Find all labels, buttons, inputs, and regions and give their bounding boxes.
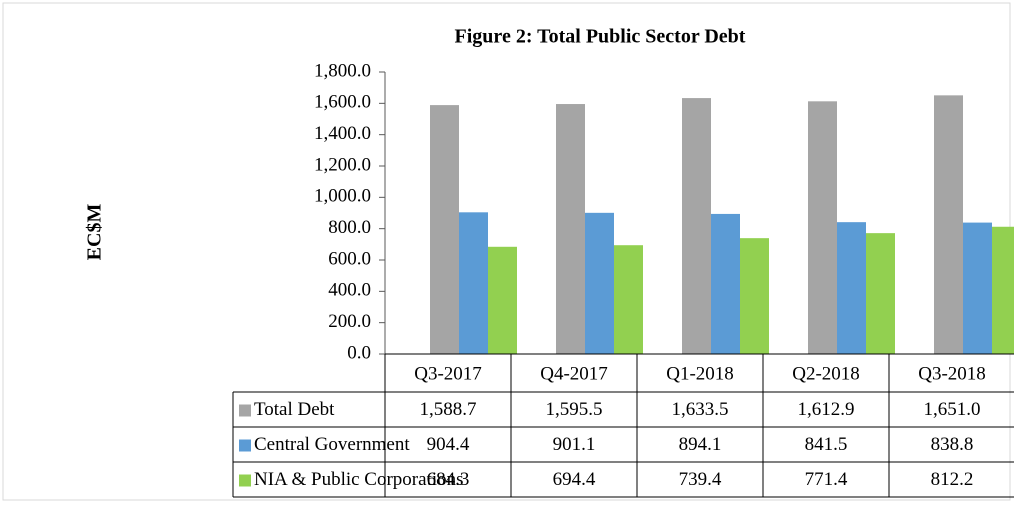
table-value: 739.4 (679, 469, 722, 490)
bar (682, 98, 711, 355)
bar (614, 245, 643, 354)
bar (963, 222, 992, 354)
bar (430, 105, 459, 354)
y-tick-label: 1,200.0 (314, 154, 371, 175)
x-tick-label: Q2-2018 (792, 363, 860, 384)
y-tick-label: 0.0 (347, 342, 371, 363)
x-tick-label: Q3-2017 (414, 363, 482, 384)
legend-swatch (239, 474, 251, 487)
table-value: 904.4 (427, 434, 470, 455)
table-value: 901.1 (553, 434, 596, 455)
bar (934, 95, 963, 355)
legend-label: NIA & Public Corporations (254, 469, 464, 490)
y-tick-label: 400.0 (328, 280, 371, 301)
table-value: 771.4 (805, 469, 848, 490)
x-tick-label: Q3-2018 (918, 363, 986, 384)
table-value: 894.1 (679, 434, 722, 455)
bar (585, 212, 614, 354)
table-value: 812.2 (931, 469, 974, 490)
table-value: 1,612.9 (798, 399, 855, 420)
table-value: 841.5 (805, 434, 848, 455)
bar (808, 101, 837, 354)
table-value: 684.3 (427, 469, 470, 490)
legend-swatch (239, 404, 251, 417)
x-tick-label: Q4-2017 (540, 363, 608, 384)
bar (556, 104, 585, 354)
y-tick-label: 1,600.0 (314, 92, 371, 113)
legend-swatch (239, 439, 251, 452)
chart-title: Figure 2: Total Public Sector Debt (455, 26, 746, 48)
table-value: 1,595.5 (546, 399, 603, 420)
bar (488, 246, 517, 354)
y-tick-label: 200.0 (328, 311, 371, 332)
y-tick-label: 1,800.0 (314, 60, 371, 81)
bar (740, 238, 769, 354)
bar (992, 226, 1014, 354)
y-tick-label: 1,000.0 (314, 186, 371, 207)
y-tick-label: 600.0 (328, 248, 371, 269)
legend-label: Total Debt (254, 399, 335, 420)
y-axis-label: EC$M (84, 204, 106, 261)
table-value: 1,633.5 (672, 399, 729, 420)
legend-label: Central Government (254, 434, 410, 455)
y-tick-label: 800.0 (328, 217, 371, 238)
bar (459, 212, 488, 354)
y-tick-label: 1,400.0 (314, 123, 371, 144)
table-value: 838.8 (931, 434, 974, 455)
table-value: 1,651.0 (924, 399, 981, 420)
table-value: 1,588.7 (420, 399, 477, 420)
x-tick-label: Q1-2018 (666, 363, 734, 384)
bar (711, 213, 740, 354)
bar (866, 233, 895, 354)
bar (837, 222, 866, 354)
table-value: 694.4 (553, 469, 596, 490)
